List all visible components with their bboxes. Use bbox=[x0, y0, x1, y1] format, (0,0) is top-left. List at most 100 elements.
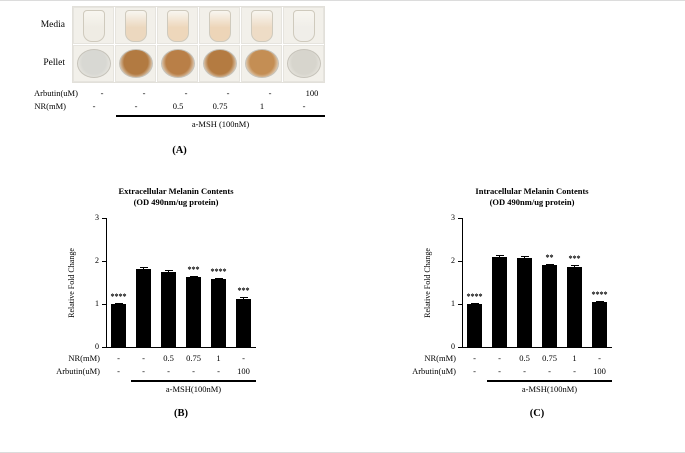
significance-stars: *** bbox=[568, 254, 581, 264]
panel-a-tag: (A) bbox=[172, 145, 187, 156]
dose-value: - bbox=[184, 88, 188, 98]
pellet-photo-cell bbox=[157, 45, 198, 82]
x-axis-value: - bbox=[117, 366, 120, 376]
figure-top-border bbox=[0, 0, 685, 1]
bar bbox=[492, 256, 507, 347]
bar bbox=[236, 298, 251, 347]
error-bar-cap bbox=[214, 277, 223, 279]
bar bbox=[567, 267, 582, 347]
amsh-group-line bbox=[116, 115, 325, 117]
dose-row: NR(mM) - - 0.5 0.75 1 - bbox=[34, 100, 325, 113]
x-axis-value: 1 bbox=[216, 353, 221, 363]
media-photo-cell bbox=[283, 7, 324, 44]
error-bar bbox=[549, 263, 550, 268]
chart-subtitle: (OD 490nm/ug protein) bbox=[489, 197, 575, 207]
y-tick bbox=[458, 347, 462, 348]
x-axis-value: 0.75 bbox=[542, 353, 557, 363]
amsh-group-label: a-MSH (100nM) bbox=[191, 119, 250, 129]
significance-stars: **** bbox=[210, 266, 227, 276]
panel-tag: (B) bbox=[174, 407, 188, 419]
pellet-well bbox=[160, 49, 195, 78]
y-tick-label: 3 bbox=[451, 213, 455, 222]
error-bar-cap bbox=[495, 254, 504, 256]
significance-stars: **** bbox=[466, 291, 483, 301]
x-axis bbox=[106, 347, 256, 348]
y-tick bbox=[102, 261, 106, 262]
media-tube bbox=[208, 9, 231, 42]
media-tube bbox=[250, 9, 273, 42]
error-bar bbox=[599, 300, 600, 304]
dose-row-label: NR(mM) bbox=[34, 101, 66, 111]
y-axis-label: Relative Fold Change bbox=[67, 248, 76, 318]
photo-row-labels: Media Pellet bbox=[34, 6, 72, 83]
error-bar-cap bbox=[239, 297, 248, 299]
media-tube bbox=[124, 9, 147, 42]
bar bbox=[111, 304, 126, 347]
dose-value: 1 bbox=[259, 101, 265, 111]
x-axis-value: - bbox=[217, 366, 220, 376]
tube-photo-block: Media Pellet bbox=[34, 6, 325, 83]
error-bar bbox=[474, 302, 475, 306]
y-axis bbox=[106, 218, 107, 348]
y-axis-label: Relative Fold Change bbox=[423, 248, 432, 318]
bar bbox=[517, 257, 532, 347]
y-tick-label: 2 bbox=[95, 256, 99, 265]
bar bbox=[161, 271, 176, 347]
media-photo-cell bbox=[157, 7, 198, 44]
pellet-photo-cell bbox=[73, 45, 114, 82]
x-axis-value: - bbox=[192, 366, 195, 376]
chart-plot-area: Relative Fold Change 0 1 2 3 **** *** **** *** bbox=[56, 213, 296, 351]
x-axis-row-label: Arbutin(uM) bbox=[56, 366, 100, 376]
x-axis-value: 0.75 bbox=[186, 353, 201, 363]
x-axis-value: - bbox=[498, 353, 501, 363]
x-axis-value: 100 bbox=[593, 366, 606, 376]
dose-value: - bbox=[92, 101, 96, 111]
x-axis-value: 0.5 bbox=[519, 353, 530, 363]
pellet-photo-cell bbox=[199, 45, 240, 82]
media-photo-cell bbox=[241, 7, 282, 44]
amsh-group-line bbox=[131, 380, 256, 382]
x-axis-value: - bbox=[117, 353, 120, 363]
x-axis-value: - bbox=[167, 366, 170, 376]
amsh-group-label: a-MSH(100nM) bbox=[165, 383, 222, 394]
x-axis-value: - bbox=[498, 366, 501, 376]
error-bar bbox=[524, 255, 525, 260]
error-bar-cap bbox=[595, 300, 604, 302]
error-bar bbox=[118, 302, 119, 306]
x-axis-value: - bbox=[142, 366, 145, 376]
error-bar-cap bbox=[570, 265, 579, 267]
dose-value: - bbox=[268, 88, 272, 98]
significance-stars: **** bbox=[591, 289, 608, 299]
chart-plot-area: Relative Fold Change 0 1 2 3 **** ** *** **** bbox=[412, 213, 652, 351]
media-photo-cell bbox=[115, 7, 156, 44]
dose-value: - bbox=[302, 101, 306, 111]
significance-stars: **** bbox=[110, 291, 127, 301]
y-tick-label: 0 bbox=[95, 342, 99, 351]
error-bar bbox=[218, 277, 219, 282]
bar bbox=[186, 277, 201, 347]
error-bar-cap bbox=[189, 275, 198, 277]
x-axis-row: NR(mM) - - 0.5 0.75 1 - bbox=[412, 352, 652, 365]
chart-intracellular-melanin: Intracellular Melanin Contents (OD 490nm/… bbox=[412, 186, 652, 419]
x-axis bbox=[462, 347, 612, 348]
error-bar bbox=[243, 297, 244, 301]
x-axis-value: - bbox=[473, 366, 476, 376]
amsh-group-label: a-MSH(100nM) bbox=[521, 383, 578, 394]
dose-row-label: Arbutin(uM) bbox=[34, 88, 78, 98]
x-axis-value: - bbox=[598, 353, 601, 363]
dose-value: 0.5 bbox=[172, 101, 184, 111]
error-bar-cap bbox=[520, 255, 529, 257]
pellet-photo-cell bbox=[241, 45, 282, 82]
tube-photo-grid bbox=[72, 6, 325, 83]
media-tube bbox=[166, 9, 189, 42]
pellet-photo-cell bbox=[283, 45, 324, 82]
error-bar bbox=[143, 266, 144, 271]
pellet-well bbox=[202, 49, 237, 78]
y-tick-label: 0 bbox=[451, 342, 455, 351]
dose-value: - bbox=[134, 101, 138, 111]
panel-tag: (C) bbox=[529, 407, 545, 419]
error-bar bbox=[574, 265, 575, 269]
y-tick bbox=[458, 261, 462, 262]
x-axis-row: Arbutin(uM) - - - - - 100 bbox=[412, 365, 652, 378]
error-bar bbox=[168, 270, 169, 274]
